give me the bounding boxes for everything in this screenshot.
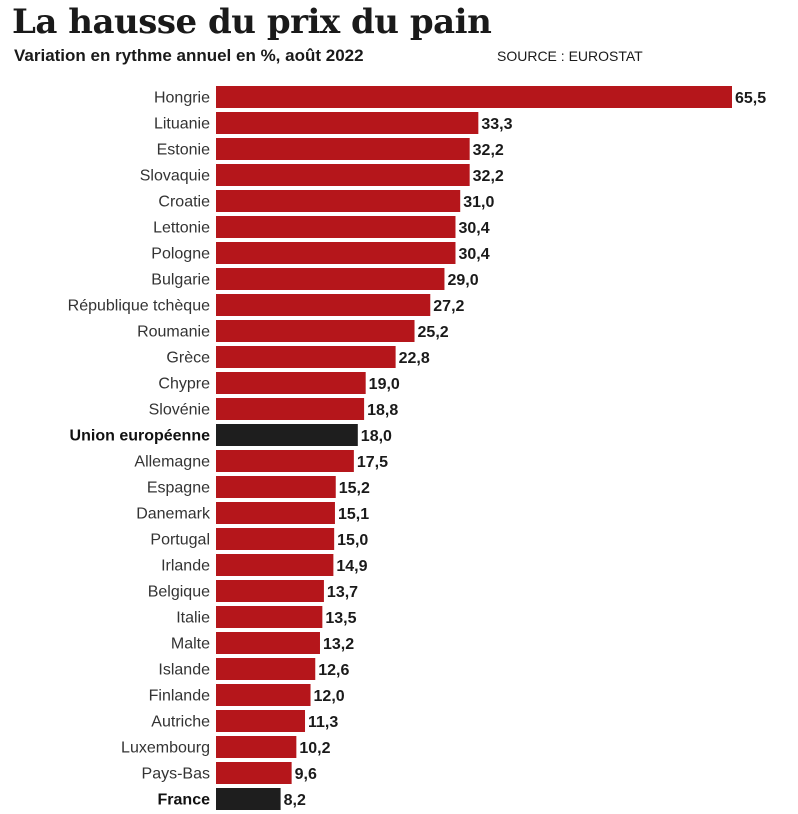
category-label: France [158,792,211,809]
value-label: 14,9 [336,558,367,575]
bar [216,294,431,316]
category-label: Finlande [149,688,210,705]
bar [216,476,336,498]
value-label: 13,7 [327,584,358,601]
category-label: Grèce [166,350,210,367]
category-label: Luxembourg [121,740,210,757]
chart-subtitle: Variation en rythme annuel en %, août 20… [14,46,364,65]
category-label: Danemark [136,506,211,523]
category-label: Slovénie [149,402,210,419]
value-label: 27,2 [433,298,464,315]
category-label: Allemagne [134,454,210,471]
value-label: 9,6 [295,766,317,783]
category-label: Lituanie [154,116,210,133]
value-label: 19,0 [369,376,400,393]
bar [216,762,292,784]
value-label: 11,3 [308,714,338,731]
category-label: Italie [176,610,210,627]
value-label: 15,2 [339,480,370,497]
bar [216,788,281,810]
category-label: Lettonie [153,220,210,237]
value-label: 32,2 [473,142,504,159]
chart-title: La hausse du prix du pain [12,2,492,42]
category-label: Croatie [158,194,210,211]
bar [216,164,470,186]
bar [216,684,311,706]
category-label: Irlande [161,558,210,575]
bar [216,606,323,628]
value-label: 33,3 [481,116,512,133]
category-label: Union européenne [70,428,211,445]
bar [216,320,415,342]
bar [216,424,358,446]
value-label: 18,8 [367,402,398,419]
category-label: Espagne [147,480,210,497]
value-label: 15,0 [337,532,368,549]
value-label: 29,0 [447,272,478,289]
category-label: Hongrie [154,90,210,107]
value-label: 31,0 [463,194,494,211]
value-label: 15,1 [338,506,369,523]
bar [216,398,365,420]
value-label: 30,4 [458,220,489,237]
bar [216,528,335,550]
bar [216,216,456,238]
bar [216,86,732,108]
value-label: 12,6 [318,662,349,679]
bar [216,372,366,394]
value-label: 65,5 [735,90,766,107]
category-label: Malte [171,636,210,653]
value-label: 12,0 [314,688,345,705]
value-label: 32,2 [473,168,504,185]
category-label: Slovaquie [140,168,210,185]
value-label: 22,8 [399,350,430,367]
category-label: République tchèque [68,298,210,315]
category-label: Bulgarie [151,272,210,289]
bar [216,268,445,290]
value-label: 8,2 [284,792,306,809]
value-label: 25,2 [418,324,449,341]
bar [216,138,470,160]
bar [216,450,354,472]
category-label: Estonie [157,142,210,159]
category-label: Chypre [158,376,210,393]
value-label: 13,5 [325,610,356,627]
value-label: 18,0 [361,428,392,445]
bar [216,346,396,368]
bar [216,190,461,212]
bar [216,502,335,524]
value-label: 30,4 [458,246,489,263]
value-label: 13,2 [323,636,354,653]
chart-source: SOURCE : EUROSTAT [497,48,643,64]
category-label: Portugal [150,532,210,549]
category-label: Pays-Bas [142,766,210,783]
bar [216,658,316,680]
bar [216,580,324,602]
bar [216,710,306,732]
category-label: Pologne [151,246,210,263]
category-label: Autriche [151,714,210,731]
value-label: 17,5 [357,454,388,471]
category-label: Roumanie [137,324,210,341]
value-label: 10,2 [299,740,330,757]
bar [216,112,479,134]
bar [216,242,456,264]
bar [216,632,320,654]
category-label: Islande [158,662,210,679]
category-label: Belgique [148,584,210,601]
bar [216,554,334,576]
bar [216,736,297,758]
